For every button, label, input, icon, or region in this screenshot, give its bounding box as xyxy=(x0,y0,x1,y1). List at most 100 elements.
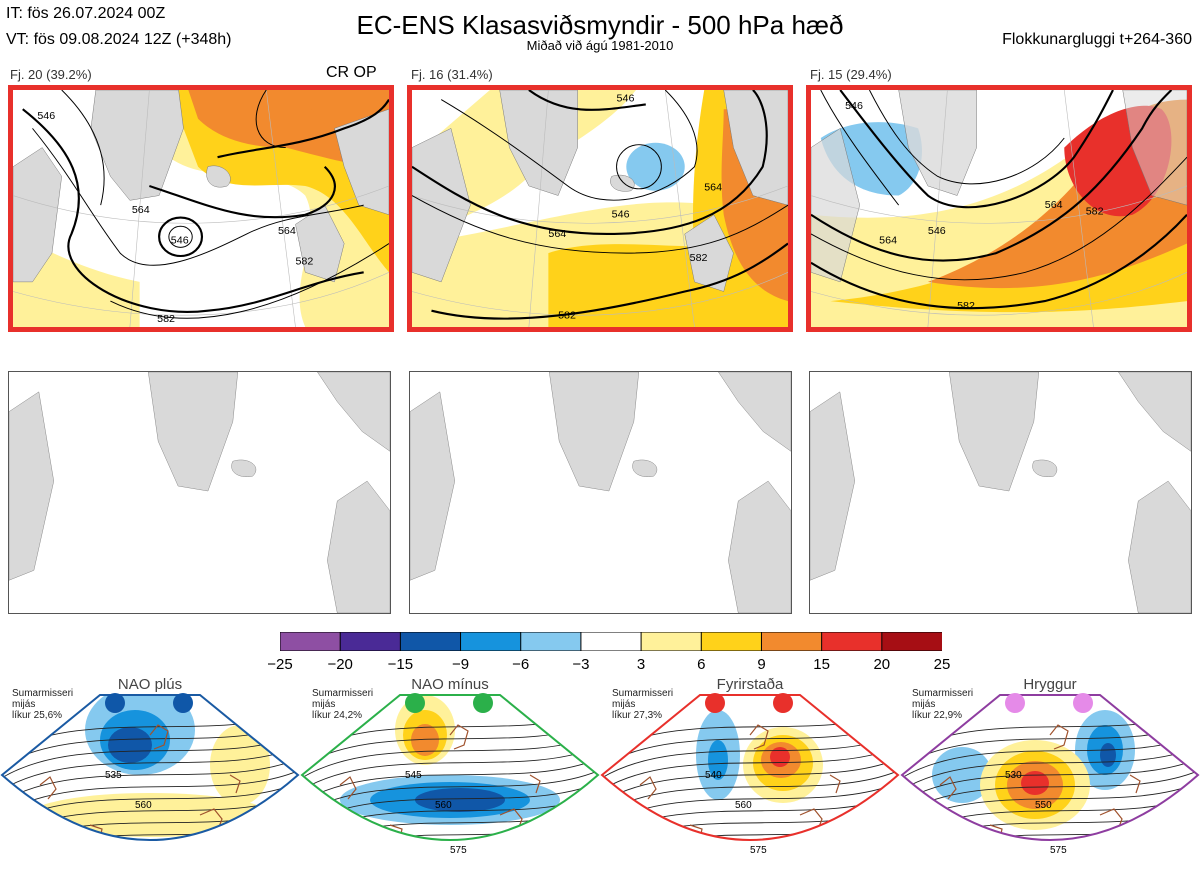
contour-label: 582 xyxy=(690,252,708,264)
page-title: EC-ENS Klasasviðsmyndir - 500 hPa hæð xyxy=(356,10,844,40)
regime-map: 535 560 xyxy=(0,693,300,841)
anomaly-patch xyxy=(708,740,728,780)
height-contour xyxy=(602,757,898,804)
regime-meta-line2: mijás xyxy=(912,699,936,710)
colorbar-swatch xyxy=(821,631,883,652)
regime-contour-label: 575 xyxy=(450,845,467,856)
colorbar-tick-label: −25 xyxy=(267,656,293,673)
regime-marker-dot xyxy=(773,693,793,713)
regime-marker-dot xyxy=(405,693,425,713)
base-map-3 xyxy=(809,371,1192,614)
regime-meta-likur: líkur 25,6% xyxy=(12,710,63,721)
coastline xyxy=(639,724,841,840)
anomaly-patch xyxy=(932,747,992,803)
colorbar-tick-label: −6 xyxy=(512,656,530,673)
height-contour xyxy=(902,757,1198,804)
colorbar-tick-label: 9 xyxy=(757,656,766,673)
height-contour xyxy=(602,745,898,792)
regime-frame xyxy=(0,694,300,841)
regime-meta-season: Sumarmisseri xyxy=(912,688,974,699)
regime-meta-likur: líkur 22,9% xyxy=(912,710,963,721)
contour-label: 564 xyxy=(278,225,296,237)
colorbar-swatch xyxy=(881,631,944,652)
cluster-1-tag: CR OP xyxy=(326,64,377,81)
colorbar-tick-label: 6 xyxy=(697,656,706,673)
regime-contour-label: 535 xyxy=(105,770,122,781)
page-subtitle: Miðað við ágú 1981-2010 xyxy=(526,38,674,53)
regime-meta-season: Sumarmisseri xyxy=(612,688,674,699)
regime-contour-label: 560 xyxy=(435,800,452,811)
base-map-2-canvas xyxy=(410,372,791,613)
contour-label: 564 xyxy=(548,228,566,240)
colorbar-swatch xyxy=(640,631,703,652)
cluster-2-map-canvas: 546 564 582 564 546 582 xyxy=(412,90,788,327)
regime-map: 530 550 575 xyxy=(900,693,1200,856)
regime-name: NAO plús xyxy=(117,676,183,693)
regime-panel: 540 560 575 Fyrirstaða Sumarmisseri mijás líku… xyxy=(600,675,900,871)
cluster-1-label: Fj. 20 (39.2%) xyxy=(10,67,92,82)
anomaly-patch xyxy=(30,793,270,837)
regime-contour-label: 530 xyxy=(1005,770,1022,781)
regime-map: 540 560 575 xyxy=(600,693,900,856)
colorbar-tick-label: −15 xyxy=(387,656,414,673)
regime-meta: Sumarmisseri mijás líkur 24,2% xyxy=(312,688,373,721)
regime-name: Hryggur xyxy=(1023,676,1077,693)
regime-marker-dot xyxy=(173,693,193,713)
contour-label: 564 xyxy=(704,182,722,194)
colorbar-swatch xyxy=(460,631,522,652)
regime-marker-dot xyxy=(105,693,125,713)
cluster-3-label: Fj. 15 (29.4%) xyxy=(810,67,892,82)
regime-panel: 535 560 NAO plús Sumarmisseri mijás líkur 25,… xyxy=(0,675,300,871)
contour-label: 564 xyxy=(1045,199,1063,211)
height-contour xyxy=(2,757,298,804)
cluster-3-map-canvas: 546 564 582 546 564 582 xyxy=(811,90,1187,327)
colorbar-swatch xyxy=(520,631,582,652)
height-contour xyxy=(902,745,1198,792)
base-map-2 xyxy=(409,371,792,614)
colorbar-tick-label: 15 xyxy=(813,656,830,673)
regime-meta: Sumarmisseri mijás líkur 22,9% xyxy=(912,688,973,721)
cluster-2-map: 546 564 582 564 546 582 xyxy=(407,85,793,332)
cluster-1-map-canvas: 546 564 582 546 564 582 xyxy=(13,90,389,327)
regime-meta-season: Sumarmisseri xyxy=(312,688,374,699)
contour-label: 546 xyxy=(845,100,863,112)
colorbar-swatch xyxy=(700,631,763,652)
base-map-3-canvas xyxy=(810,372,1191,613)
valid-time: VT: fös 09.08.2024 12Z (+348h) xyxy=(6,31,232,48)
anomaly-patch xyxy=(770,747,790,767)
height-contour xyxy=(302,745,598,792)
regime-name: Fyrirstaða xyxy=(716,676,784,693)
height-contour xyxy=(2,745,298,792)
regime-meta-likur: líkur 24,2% xyxy=(312,710,363,721)
anomaly-patch xyxy=(1012,839,1044,840)
contour-label: 546 xyxy=(612,209,630,221)
regime-meta-line2: mijás xyxy=(12,699,36,710)
colorbar-swatch xyxy=(339,631,402,652)
colorbar-tick-label: −9 xyxy=(451,656,470,673)
regime-contour-label: 545 xyxy=(405,770,422,781)
colorbar xyxy=(279,631,944,652)
regime-name: NAO mínus xyxy=(411,676,489,693)
contour-label: 546 xyxy=(617,93,635,105)
regime-contour-label: 560 xyxy=(135,800,152,811)
regime-map: 545 560 575 xyxy=(300,693,600,856)
regime-panel: 530 550 575 Hryggur Sumarmisseri mijás líkur 2… xyxy=(900,675,1200,871)
regime-frame xyxy=(600,694,900,841)
regime-marker-dot xyxy=(1073,693,1093,713)
init-time: IT: fös 26.07.2024 00Z xyxy=(6,5,166,22)
regime-frame xyxy=(900,694,1200,841)
contour-label: 546 xyxy=(37,110,55,122)
contour-label: 582 xyxy=(558,309,576,321)
colorbar-swatch xyxy=(760,631,823,652)
regime-contour-label: 575 xyxy=(750,845,767,856)
regime-marker-dot xyxy=(1005,693,1025,713)
colorbar-tick-label: −20 xyxy=(327,656,353,673)
cluster-3-map: 546 564 582 546 564 582 xyxy=(806,85,1192,332)
colorbar-tick-label: −3 xyxy=(572,656,590,673)
height-contour xyxy=(302,757,598,804)
coastline xyxy=(339,724,541,840)
regime-meta: Sumarmisseri mijás líkur 27,3% xyxy=(612,688,673,721)
anomaly-patch xyxy=(1100,743,1116,767)
regime-contour-label: 550 xyxy=(1035,800,1052,811)
colorbar-tick-label: 3 xyxy=(636,656,646,673)
